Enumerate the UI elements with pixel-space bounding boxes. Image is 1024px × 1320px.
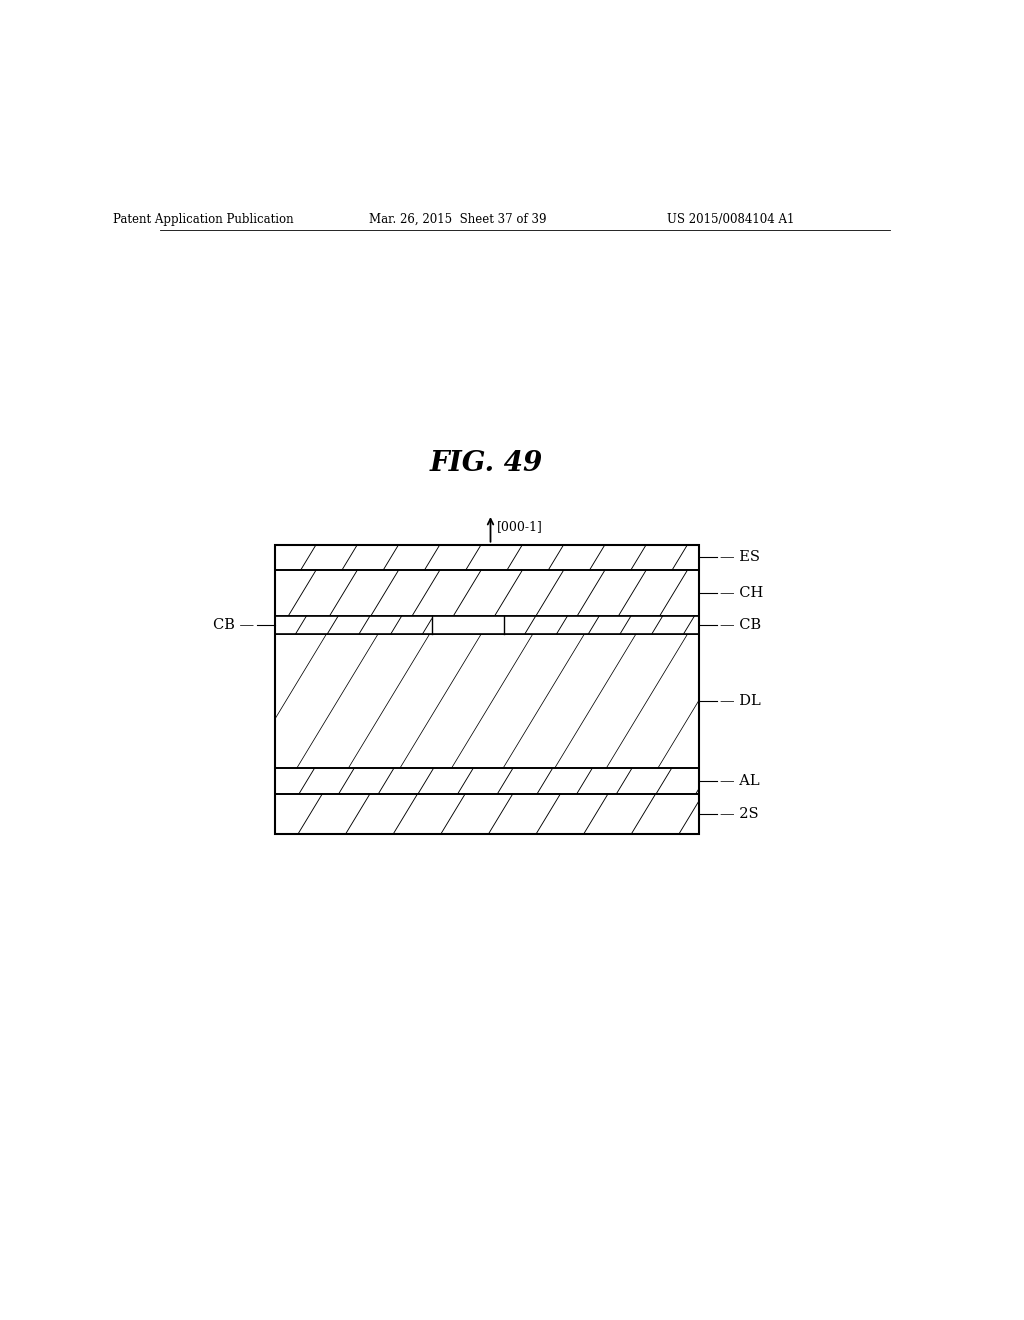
Bar bbox=[274, 570, 699, 615]
Text: — DL: — DL bbox=[720, 694, 761, 708]
Bar bbox=[274, 634, 699, 768]
Bar bbox=[432, 615, 504, 634]
Text: CB —: CB — bbox=[213, 618, 254, 632]
Bar bbox=[274, 768, 699, 793]
Bar bbox=[504, 615, 699, 634]
Text: FIG. 49: FIG. 49 bbox=[430, 450, 544, 477]
Text: Mar. 26, 2015  Sheet 37 of 39: Mar. 26, 2015 Sheet 37 of 39 bbox=[369, 213, 546, 226]
Bar bbox=[504, 615, 699, 634]
Text: Patent Application Publication: Patent Application Publication bbox=[113, 213, 294, 226]
Text: US 2015/0084104 A1: US 2015/0084104 A1 bbox=[668, 213, 795, 226]
Bar bbox=[274, 768, 699, 793]
Text: — CH: — CH bbox=[720, 586, 763, 599]
Bar bbox=[274, 545, 699, 570]
Bar bbox=[274, 793, 699, 834]
Text: — CB: — CB bbox=[720, 618, 761, 632]
Text: — ES: — ES bbox=[720, 550, 760, 565]
Bar bbox=[274, 570, 699, 615]
Bar bbox=[274, 634, 699, 768]
Text: — 2S: — 2S bbox=[720, 807, 759, 821]
Bar bbox=[274, 793, 699, 834]
Text: — AL: — AL bbox=[720, 774, 760, 788]
Bar bbox=[274, 545, 699, 570]
Bar bbox=[274, 615, 432, 634]
Bar bbox=[274, 615, 432, 634]
Text: [000-1]: [000-1] bbox=[497, 520, 543, 533]
Bar bbox=[274, 545, 699, 834]
